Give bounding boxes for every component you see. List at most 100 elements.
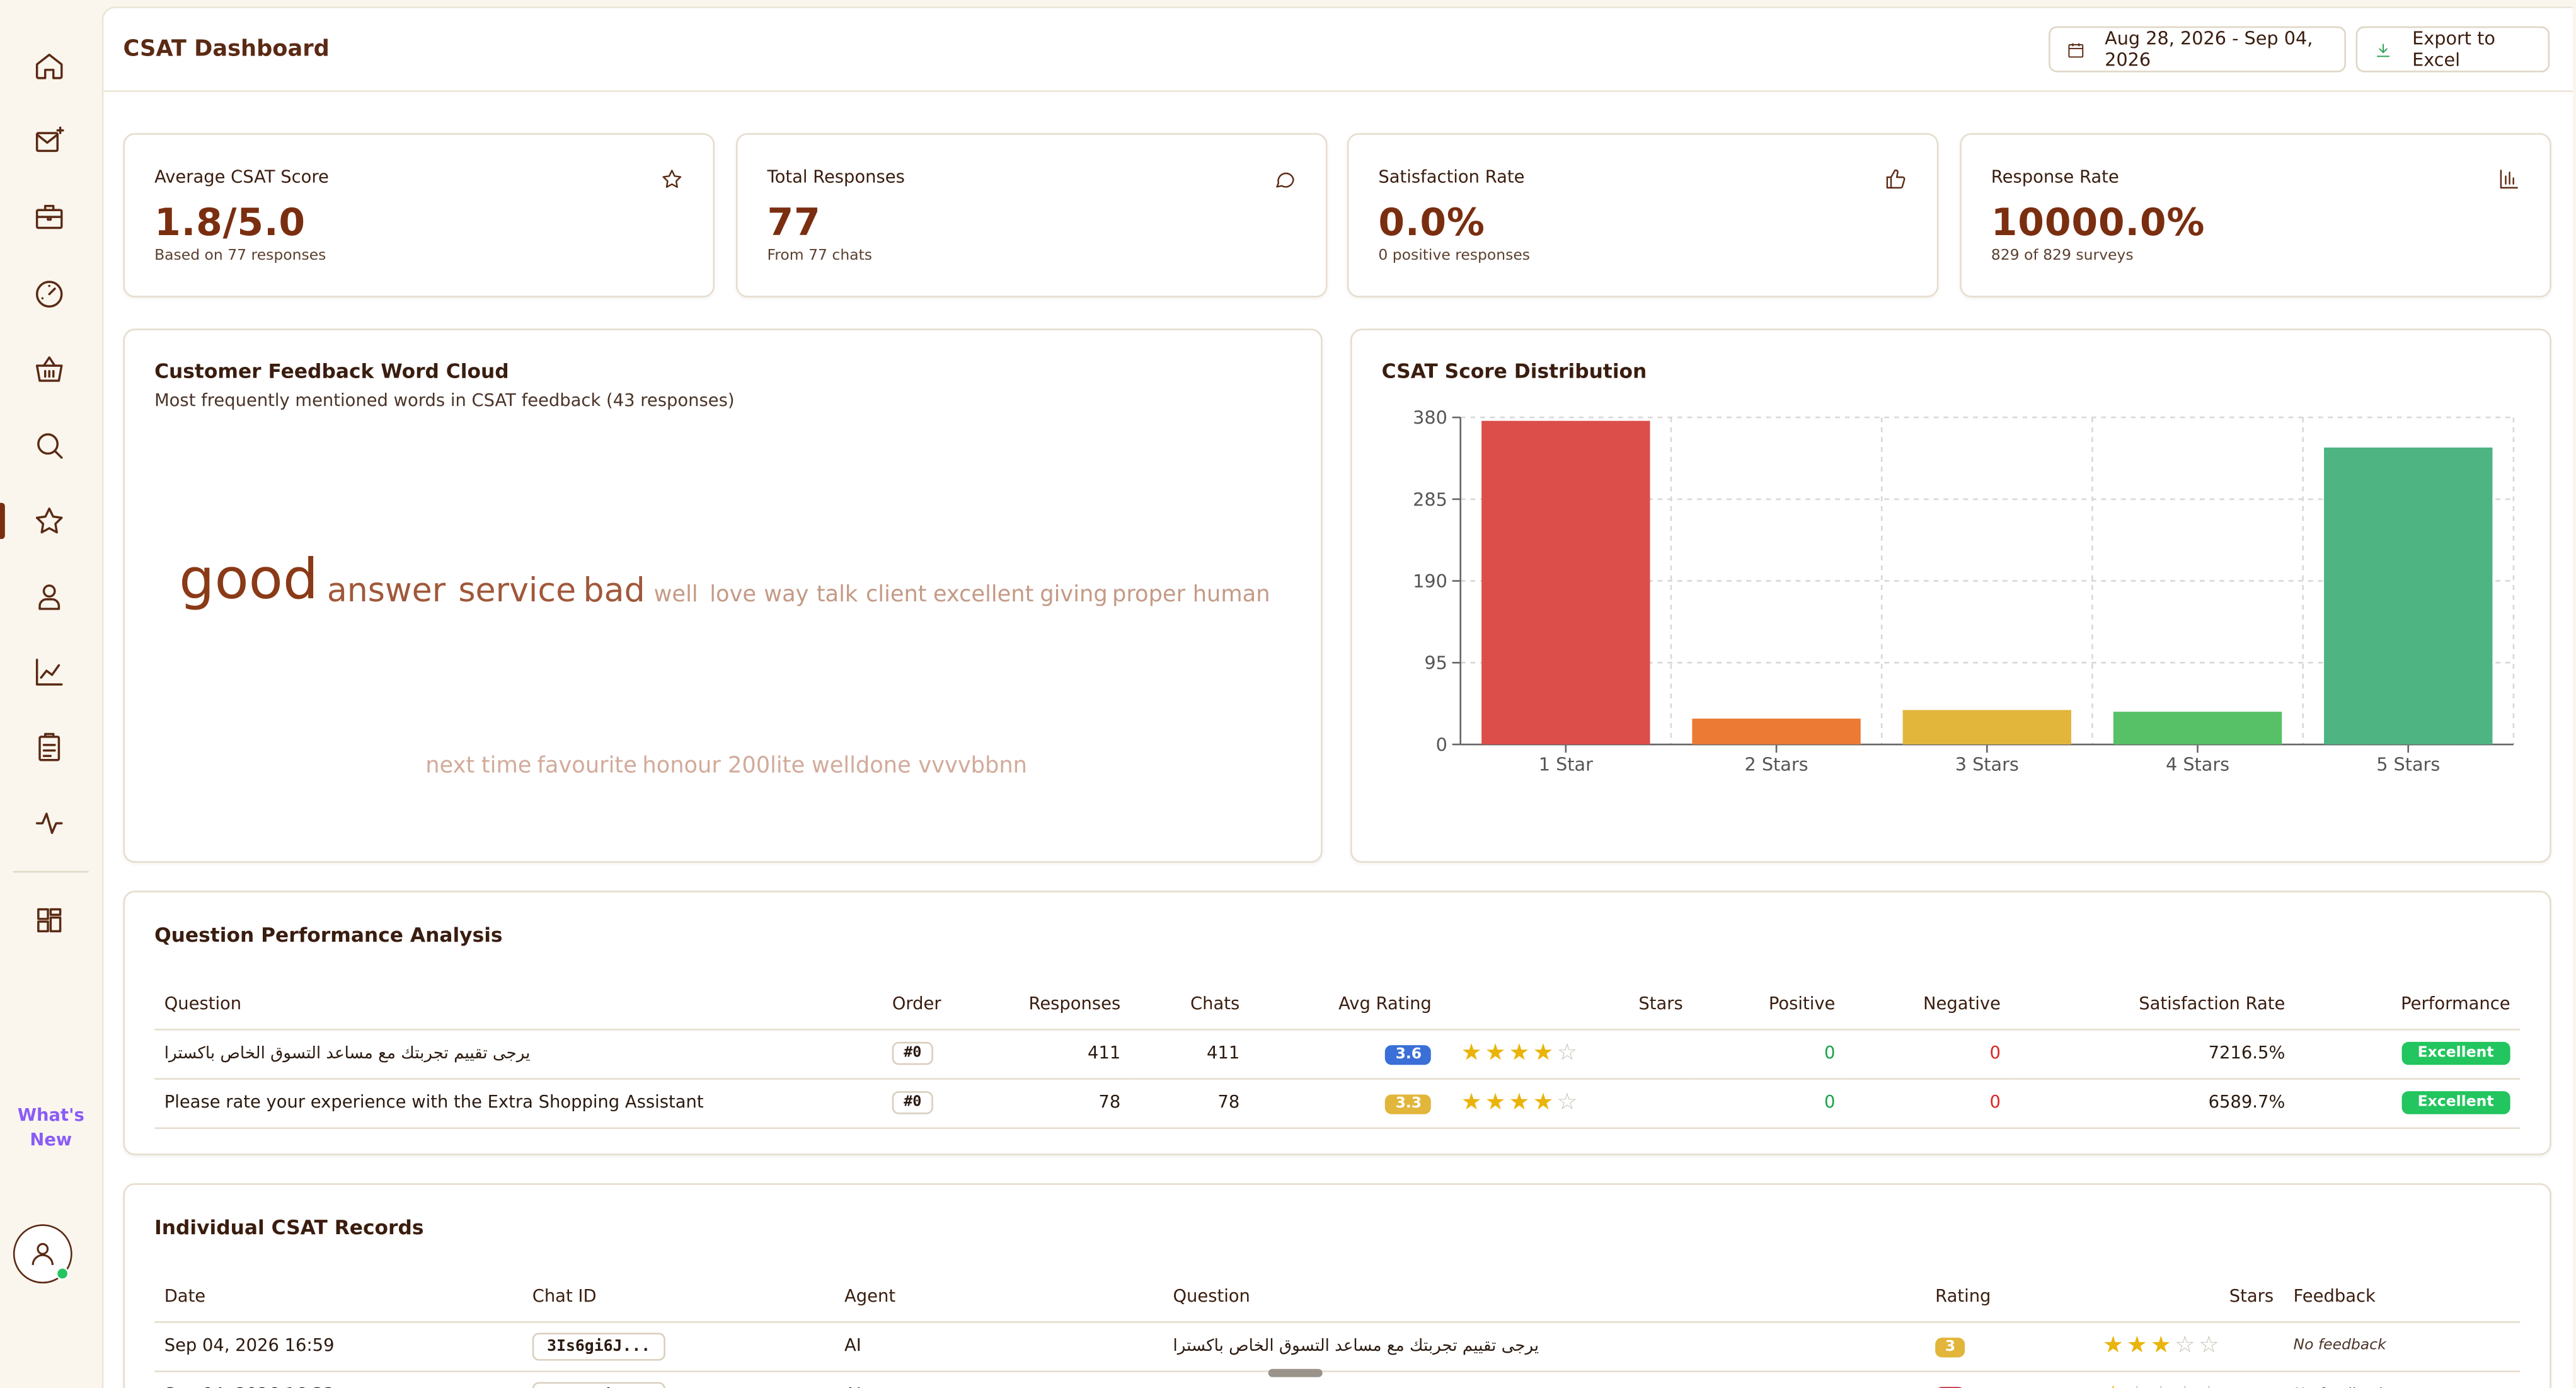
record-date: Sep 04, 2026 16:59 (154, 1321, 523, 1372)
chat-id-chip[interactable]: 3Ia2LIiS... (532, 1381, 665, 1388)
activity-icon[interactable] (32, 805, 67, 841)
stat-sub: From 77 chats (767, 248, 873, 265)
word-cloud-word: bad (583, 570, 645, 610)
word-cloud-word: love (710, 581, 757, 608)
csat-distribution-chart: 0 95 190 285 380 1 Star 2 Stars 3 Stars 4 Stars 5… (1413, 407, 2515, 775)
gauge-icon[interactable] (32, 276, 67, 312)
avg-rating-badge: 3.6 (1385, 1044, 1432, 1065)
table-row[interactable]: Please rate your experience with the Ext… (154, 1078, 2521, 1128)
star-filled-icon: ★ (1485, 1089, 1509, 1116)
stat-sub: 0 positive responses (1378, 248, 1531, 265)
sidebar-divider (13, 870, 89, 873)
y-tick-label: 380 (1413, 407, 1447, 429)
question-table-header: Question Order Responses Chats Avg Ratin… (154, 979, 2521, 1030)
star-filled-icon: ★ (1509, 1040, 1533, 1067)
y-tick-label: 285 (1413, 489, 1447, 510)
col-order[interactable]: Order (882, 979, 992, 1030)
star-icon[interactable] (32, 503, 67, 539)
individual-records-title: Individual CSAT Records (154, 1216, 424, 1239)
star-filled-icon: ★ (1532, 1040, 1557, 1067)
star-filled-icon: ★ (1461, 1089, 1485, 1116)
bar-3[interactable] (1902, 710, 2071, 745)
satisfaction-rate-value: 7216.5% (2010, 1029, 2296, 1079)
bar-1[interactable] (1481, 420, 1650, 745)
order-badge: #0 (892, 1041, 933, 1065)
scroll-indicator[interactable] (1268, 1368, 1323, 1377)
avg-rating-badge: 3.3 (1385, 1094, 1432, 1114)
table-row[interactable]: Sep 04, 2026 16:59 3Is6gi6J... AI يرجى ت… (154, 1321, 2521, 1372)
col-date[interactable]: Date (154, 1271, 523, 1322)
export-button[interactable]: Export to Excel (2355, 26, 2550, 72)
star-empty-icon: ☆ (2151, 1382, 2175, 1388)
col-negative[interactable]: Negative (1845, 979, 2011, 1030)
word-cloud-card: Customer Feedback Word Cloud Most freque… (123, 328, 1323, 863)
star-filled-icon: ★ (1461, 1040, 1485, 1067)
col-rating[interactable]: Rating (1925, 1271, 2093, 1322)
main-content: CSAT Dashboard Aug 28, 2026 - Sep 04, 20… (101, 6, 2573, 1388)
col-stars[interactable]: Stars (1441, 979, 1693, 1030)
positive-value: 0 (1693, 1029, 1846, 1079)
search-icon[interactable] (32, 427, 67, 463)
col-question[interactable]: Question (1163, 1271, 1926, 1322)
avatar[interactable] (13, 1224, 72, 1284)
question-performance-title: Question Performance Analysis (154, 923, 503, 947)
basket-icon[interactable] (32, 352, 67, 388)
col-chats[interactable]: Chats (1130, 979, 1250, 1030)
record-date: Sep 04, 2026 16:33 (154, 1370, 523, 1388)
col-question[interactable]: Question (154, 979, 883, 1030)
mail-sparkle-icon[interactable] (32, 124, 67, 159)
question-performance-card: Question Performance Analysis Question O… (123, 891, 2551, 1155)
bar-2[interactable] (1692, 719, 1861, 745)
layout-icon[interactable] (32, 902, 67, 938)
question-text: Please rate your experience with the Ext… (154, 1078, 883, 1128)
x-tick-label: 1 Star (1539, 754, 1593, 775)
star-empty-icon: ☆ (1556, 1089, 1581, 1116)
chat-id-chip[interactable]: 3Is6gi6J... (532, 1332, 665, 1360)
stat-label: Satisfaction Rate (1378, 167, 1525, 188)
negative-value: 0 (1845, 1029, 2011, 1079)
chats-value: 78 (1130, 1078, 1250, 1128)
col-avg-rating[interactable]: Avg Rating (1249, 979, 1442, 1030)
stat-sub: Based on 77 responses (154, 248, 326, 265)
col-stars[interactable]: Stars (2093, 1271, 2284, 1322)
col-feedback[interactable]: Feedback (2283, 1271, 2521, 1322)
word-cloud-word: welldone (811, 751, 911, 778)
star-filled-icon: ★ (2103, 1333, 2127, 1360)
col-responses[interactable]: Responses (991, 979, 1130, 1030)
stat-value: 77 (767, 202, 821, 245)
word-cloud-word: good (179, 547, 319, 613)
date-range-button[interactable]: Aug 28, 2026 - Sep 04, 2026 (2049, 26, 2346, 72)
bar-chart-icon (2497, 166, 2520, 189)
star-empty-icon: ☆ (1556, 1040, 1581, 1067)
briefcase-icon[interactable] (32, 199, 67, 234)
chart-icon[interactable] (32, 654, 67, 690)
star-filled-icon: ★ (2151, 1333, 2175, 1360)
col-positive[interactable]: Positive (1693, 979, 1846, 1030)
col-chat-id[interactable]: Chat ID (522, 1271, 835, 1322)
bar-5[interactable] (2324, 447, 2493, 745)
positive-value: 0 (1693, 1078, 1846, 1128)
star-filled-icon: ★ (1532, 1089, 1557, 1116)
col-agent[interactable]: Agent (834, 1271, 1163, 1322)
user-icon[interactable] (32, 579, 67, 615)
table-row[interactable]: يرجى تقييم تجربتك مع مساعد التسوق الخاص … (154, 1029, 2521, 1079)
table-row[interactable]: Sep 04, 2026 16:33 3Ia2LIiS... AI 1 ★☆☆☆… (154, 1370, 2521, 1388)
download-icon (2377, 43, 2389, 57)
message-icon (1274, 166, 1296, 188)
word-cloud-word: next (425, 751, 475, 778)
y-tick-label: 95 (1424, 652, 1447, 674)
individual-records-card: Individual CSAT Records Date Chat ID Age… (123, 1183, 2551, 1388)
star-filled-icon: ★ (1509, 1089, 1533, 1116)
home-icon[interactable] (32, 48, 67, 84)
stat-card-satisfaction-rate: Satisfaction Rate 0.0% 0 positive respon… (1347, 133, 1939, 298)
bar-4[interactable] (2113, 712, 2282, 745)
x-tick-label: 5 Stars (2376, 754, 2440, 775)
page-title: CSAT Dashboard (123, 36, 330, 63)
star-empty-icon: ☆ (2175, 1382, 2199, 1388)
star-empty-icon: ☆ (2127, 1382, 2151, 1388)
col-performance[interactable]: Performance (2295, 979, 2521, 1030)
whats-new-link[interactable]: What's New (10, 1104, 92, 1154)
clipboard-icon[interactable] (32, 730, 67, 766)
col-satisfaction-rate[interactable]: Satisfaction Rate (2010, 979, 2296, 1030)
sidebar: What's New (0, 0, 101, 1388)
